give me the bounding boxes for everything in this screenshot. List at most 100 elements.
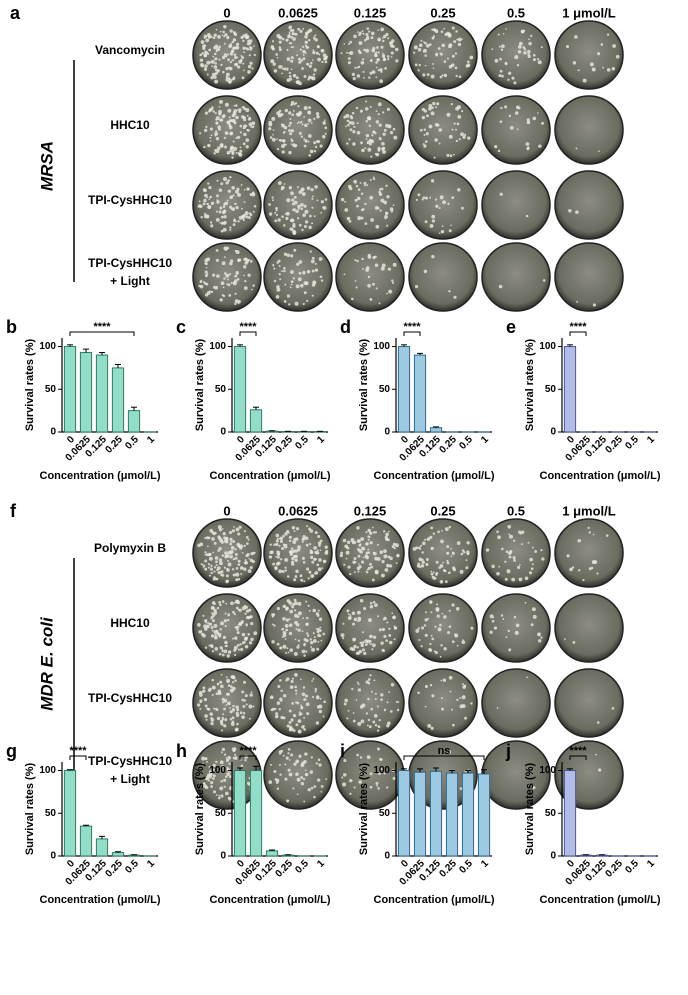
y-tick-label: 0: [220, 851, 226, 862]
colony: [232, 610, 235, 614]
colony: [417, 627, 420, 630]
colony: [246, 114, 249, 117]
colony: [441, 707, 444, 711]
colony: [347, 123, 350, 127]
colony: [369, 674, 372, 677]
colony: [282, 604, 287, 609]
colony: [506, 569, 511, 574]
colony: [462, 135, 466, 139]
colony: [314, 38, 318, 42]
colony: [203, 627, 208, 631]
colony: [527, 54, 531, 59]
colony: [238, 525, 242, 529]
colony: [532, 116, 537, 121]
colony: [304, 139, 308, 143]
colony: [600, 43, 604, 46]
colony: [422, 50, 425, 53]
colony: [368, 30, 371, 33]
colony: [208, 198, 211, 201]
colony: [365, 32, 369, 37]
colony: [223, 753, 227, 756]
colony: [276, 701, 281, 705]
colony: [368, 725, 372, 729]
colony: [441, 612, 444, 615]
colony: [461, 110, 464, 113]
colony: [342, 782, 347, 787]
colony: [225, 704, 228, 707]
colony: [286, 67, 289, 70]
colony: [377, 615, 379, 618]
colony: [275, 539, 279, 543]
colony: [461, 640, 466, 644]
colony: [243, 107, 247, 111]
colony: [223, 536, 227, 540]
colony: [220, 621, 225, 626]
colony: [325, 778, 328, 780]
colony: [347, 565, 351, 569]
colony: [489, 630, 493, 634]
colony: [228, 531, 233, 535]
colony: [244, 211, 249, 216]
colony: [425, 132, 429, 136]
colony: [277, 218, 281, 222]
colony: [204, 536, 207, 540]
colony: [313, 36, 316, 39]
colony: [212, 768, 215, 771]
colony: [589, 62, 594, 67]
colony: [467, 136, 471, 140]
colony: [200, 40, 205, 44]
colony: [229, 147, 234, 151]
colony: [423, 144, 427, 148]
colony: [293, 530, 296, 533]
colony: [366, 755, 371, 759]
colony: [292, 231, 297, 235]
colony: [414, 285, 419, 289]
colony: [227, 684, 230, 687]
colony: [286, 677, 290, 681]
colony: [297, 217, 300, 220]
colony: [215, 249, 219, 252]
colony: [205, 125, 208, 129]
colony: [288, 631, 293, 636]
colony: [387, 721, 391, 726]
colony: [285, 628, 289, 632]
colony: [508, 533, 511, 536]
colony: [534, 550, 538, 553]
colony: [320, 48, 325, 53]
colony: [364, 222, 368, 225]
colony: [588, 567, 592, 571]
colony: [223, 256, 226, 259]
colony: [220, 215, 224, 219]
colony: [376, 46, 379, 49]
colony: [435, 53, 439, 57]
colony: [288, 728, 292, 732]
colony: [229, 150, 232, 153]
colony: [363, 651, 367, 655]
colony: [281, 569, 285, 573]
colony: [227, 58, 230, 62]
column-header: 0.25: [430, 503, 455, 518]
colony: [537, 112, 539, 114]
colony: [451, 603, 455, 607]
colony: [206, 707, 209, 711]
colony: [285, 607, 288, 611]
colony: [289, 77, 293, 81]
colony: [526, 676, 528, 679]
colony: [465, 64, 469, 68]
colony: [365, 48, 370, 53]
colony: [372, 526, 374, 529]
colony: [208, 622, 213, 626]
colony: [357, 547, 360, 551]
colony: [498, 74, 502, 78]
colony: [386, 224, 389, 227]
colony: [288, 618, 291, 621]
colony: [419, 544, 423, 547]
colony: [395, 700, 398, 703]
colony: [438, 566, 441, 569]
colony: [270, 763, 273, 766]
colony: [421, 198, 424, 201]
colony: [241, 106, 244, 109]
colony: [467, 60, 470, 64]
colony: [438, 207, 441, 210]
colony: [370, 690, 373, 693]
